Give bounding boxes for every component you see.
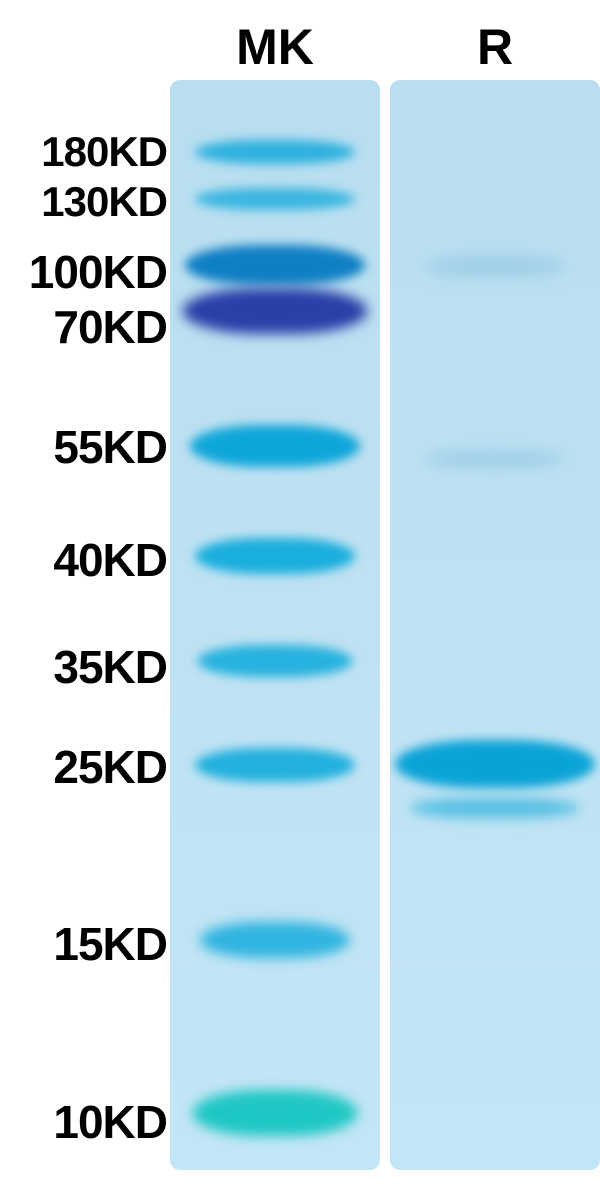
gel-band bbox=[195, 748, 355, 782]
gel-band bbox=[185, 245, 365, 285]
mw-label: 130KD bbox=[41, 178, 167, 226]
mw-label: 15KD bbox=[53, 917, 167, 971]
gel-band bbox=[195, 188, 355, 210]
gel-band bbox=[395, 740, 595, 788]
mw-labels-column: 180KD130KD 100KD70KD 55KD 40KD 35KD 25KD 15KD 1… bbox=[0, 0, 175, 1187]
mw-label: 70KD bbox=[53, 300, 167, 354]
lane-r-header: R bbox=[390, 18, 600, 76]
gel-band bbox=[200, 922, 350, 958]
gel-band bbox=[425, 450, 565, 468]
gel-area: MK R bbox=[175, 0, 600, 1187]
lane-marker-bg bbox=[170, 80, 380, 1170]
mw-label: 10KD bbox=[53, 1095, 167, 1149]
gel-band bbox=[183, 288, 368, 334]
mw-label: 55KD bbox=[53, 420, 167, 474]
lane-sample bbox=[390, 80, 600, 1170]
gel-band bbox=[193, 1090, 358, 1136]
lane-mk-header: MK bbox=[170, 18, 380, 76]
mw-label: 100KD bbox=[29, 245, 167, 299]
mw-label: 40KD bbox=[53, 533, 167, 587]
gel-band bbox=[198, 645, 353, 677]
mw-label: 35KD bbox=[53, 640, 167, 694]
mw-label: 180KD bbox=[41, 128, 167, 176]
gel-band bbox=[425, 255, 565, 277]
lane-marker bbox=[170, 80, 380, 1170]
gel-band bbox=[410, 798, 580, 818]
gel-band bbox=[190, 425, 360, 467]
mw-label: 25KD bbox=[53, 740, 167, 794]
gel-band bbox=[195, 538, 355, 574]
lane-sample-bg bbox=[390, 80, 600, 1170]
gel-band bbox=[195, 140, 355, 164]
